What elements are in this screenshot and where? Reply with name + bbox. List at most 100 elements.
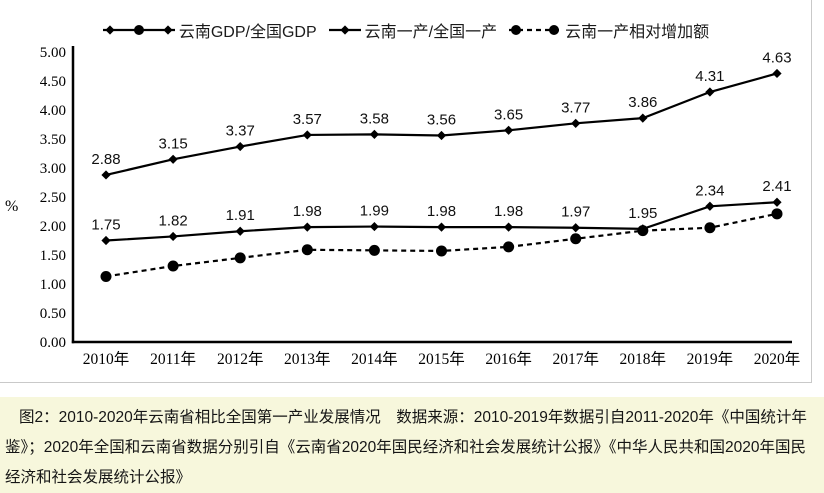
- diamond-marker: [369, 221, 379, 232]
- y-tick-label: 4.00: [40, 103, 66, 119]
- circle-marker: [637, 225, 649, 237]
- data-label: 4.63: [762, 49, 791, 66]
- data-label: 3.58: [360, 110, 389, 127]
- diamond-marker: [638, 113, 648, 123]
- diamond-marker: [705, 201, 715, 211]
- x-tick-label: 2013年: [284, 350, 331, 368]
- circle-marker: [100, 270, 112, 282]
- chart-panel: 0.00 0.50 1.00 1.50 2.00 2.50 3.00 3.50 4.00 4.50…: [0, 0, 824, 397]
- circle-marker: [511, 25, 522, 35]
- data-label: 1.99: [360, 203, 389, 220]
- data-label: 2.41: [762, 178, 791, 195]
- circle-marker: [133, 25, 144, 35]
- data-label: 1.98: [494, 203, 523, 220]
- data-label: 2.34: [695, 182, 724, 199]
- data-label: 1.97: [561, 204, 590, 221]
- circle-marker: [436, 245, 447, 257]
- circle-marker: [771, 208, 783, 220]
- diamond-marker: [436, 130, 447, 141]
- legend-key-icon: [102, 25, 175, 35]
- x-tick-label: 2010年: [83, 350, 130, 368]
- data-label: 1.82: [158, 212, 187, 229]
- series-2: [100, 208, 783, 282]
- legend-key-icon: [509, 25, 562, 35]
- data-label: 1.98: [293, 203, 322, 220]
- diamond-marker: [571, 223, 581, 233]
- circle-marker: [549, 25, 560, 35]
- diamond-marker: [436, 222, 447, 232]
- diamond-marker: [772, 68, 782, 79]
- data-label: 2.88: [91, 151, 120, 168]
- diamond-marker: [705, 87, 715, 97]
- data-label: 3.77: [561, 99, 590, 116]
- y-tick-label: 1.00: [40, 277, 66, 293]
- circle-marker: [368, 244, 380, 256]
- data-label: 3.86: [628, 94, 657, 111]
- y-tick-label: 0.00: [40, 335, 66, 351]
- diamond-marker: [168, 154, 178, 164]
- diamond-marker: [302, 130, 312, 140]
- data-label: 3.57: [293, 111, 322, 128]
- circle-marker: [301, 244, 313, 256]
- diamond-marker: [369, 129, 379, 139]
- panel-border-bottom: [0, 382, 812, 383]
- figure-caption-area: 图2：2010-2020年云南省相比全国第一产业发展情况 数据来源：2010-2…: [0, 397, 824, 493]
- y-axis-unit-label: %: [5, 198, 19, 215]
- y-tick-label: 3.50: [40, 132, 66, 148]
- x-tick-label: 2014年: [351, 350, 398, 368]
- data-label: 1.95: [628, 205, 657, 222]
- diamond-marker: [168, 231, 178, 242]
- circle-marker: [503, 241, 515, 253]
- y-tick-label: 5.00: [40, 45, 66, 61]
- y-tick-label: 0.50: [40, 306, 66, 322]
- data-label: 1.75: [91, 217, 120, 234]
- diamond-marker: [571, 118, 581, 128]
- legend-label: 云南一产/全国一产: [364, 24, 498, 41]
- diamond-marker: [772, 197, 782, 207]
- x-tick-label: 2011年: [150, 350, 196, 368]
- diamond-marker: [101, 235, 111, 246]
- y-tick-label: 1.50: [40, 248, 66, 264]
- chart-legend: 云南GDP/全国GDP 云南一产/全国一产 云南一产相对增加额: [0, 18, 812, 42]
- x-tick-label: 2015年: [418, 350, 465, 368]
- diamond-marker: [340, 25, 350, 35]
- x-tick-label: 2012年: [217, 350, 264, 368]
- diamond-marker: [504, 125, 514, 135]
- x-tick-label: 2020年: [754, 350, 801, 368]
- diamond-marker: [105, 25, 115, 35]
- data-label: 3.56: [427, 112, 456, 129]
- data-label: 3.65: [494, 106, 523, 123]
- y-tick-label: 4.50: [40, 74, 66, 90]
- diamond-marker: [163, 25, 173, 35]
- legend-label: 云南GDP/全国GDP: [178, 24, 317, 41]
- diamond-marker: [504, 222, 514, 232]
- diamond-marker: [101, 170, 111, 180]
- series-0: 1.75 1.82 1.91 1.98 1.99 1.98 1.98 1.97 1.95 2.34…: [91, 178, 792, 246]
- x-tick-label: 2017年: [552, 350, 599, 368]
- x-tick-label: 2019年: [687, 350, 734, 368]
- diamond-marker: [302, 222, 312, 232]
- circle-marker: [167, 260, 179, 272]
- data-label: 4.31: [695, 68, 724, 85]
- legend-key-icon: [328, 25, 361, 35]
- y-tick-label: 2.00: [40, 219, 66, 235]
- circle-marker: [234, 252, 246, 264]
- data-label: 1.98: [427, 203, 456, 220]
- x-tick-label: 2016年: [485, 350, 532, 368]
- x-tick-label: 2018年: [620, 350, 667, 368]
- panel-border-right: [811, 0, 812, 383]
- line-chart: 0.00 0.50 1.00 1.50 2.00 2.50 3.00 3.50 4.00 4.50…: [40, 45, 801, 368]
- y-tick-label: 2.50: [40, 190, 66, 206]
- circle-marker: [704, 222, 716, 234]
- legend-label: 云南一产相对增加额: [565, 24, 710, 41]
- legend-entry-2: 云南一产相对增加额: [509, 18, 709, 42]
- diamond-marker: [235, 141, 245, 152]
- legend-entry-1: 云南一产/全国一产: [328, 18, 498, 42]
- diamond-marker: [235, 226, 245, 236]
- figure-caption: 图2：2010-2020年云南省相比全国第一产业发展情况 数据来源：2010-2…: [5, 409, 807, 486]
- series-1: 2.88 3.15 3.37 3.57 3.58 3.56 3.65 3.77 3.86 4.31…: [91, 49, 792, 180]
- data-label: 3.15: [158, 135, 187, 152]
- legend-entry-0: 云南GDP/全国GDP: [102, 18, 317, 42]
- data-label: 3.37: [226, 123, 255, 140]
- data-label: 1.91: [226, 207, 255, 224]
